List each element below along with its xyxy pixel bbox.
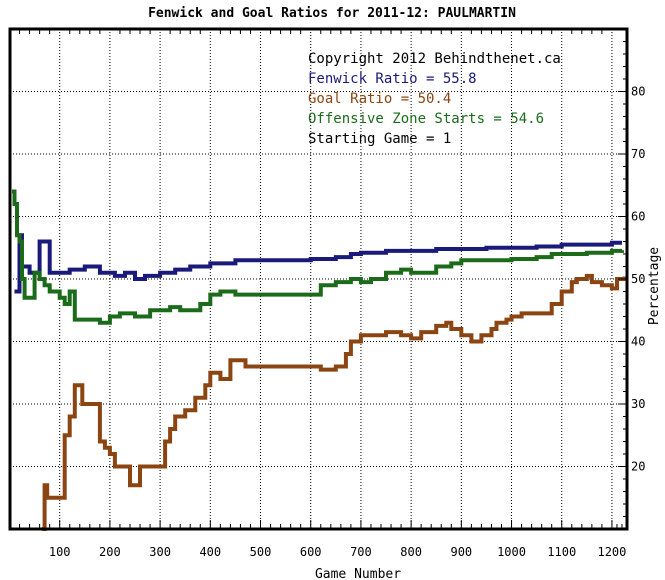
y-tick-label: 40 <box>631 335 645 349</box>
legend-entry: Fenwick Ratio = 55.8 <box>308 71 477 87</box>
x-tick-label: 700 <box>350 545 372 559</box>
x-tick-label: 600 <box>300 545 322 559</box>
x-axis-label: Game Number <box>315 567 401 580</box>
x-tick-label: 200 <box>99 545 121 559</box>
ticks-layer: 100 200 300 400 500 600 700 800 900 1000 1100 1200 2… <box>19 29 645 559</box>
x-tick-label: 800 <box>400 545 422 559</box>
y-axis-label: Percentage <box>647 247 662 325</box>
series-line-2 <box>42 273 627 531</box>
series-line-1 <box>14 233 622 294</box>
legend-entry: Starting Game = 1 <box>308 131 451 147</box>
x-tick-label: 900 <box>450 545 472 559</box>
legend-entry: Offensive Zone Starts = 54.6 <box>308 111 544 127</box>
y-tick-label: 80 <box>631 85 645 99</box>
y-tick-label: 30 <box>631 397 645 411</box>
x-tick-label: 300 <box>149 545 171 559</box>
x-tick-label: 1100 <box>547 545 576 559</box>
x-tick-label: 400 <box>199 545 221 559</box>
series-layer <box>12 189 627 531</box>
x-tick-label: 1200 <box>597 545 626 559</box>
x-tick-label: 1000 <box>497 545 526 559</box>
x-tick-label: 100 <box>49 545 71 559</box>
chart-title: Fenwick and Goal Ratios for 2011-12: PAU… <box>148 6 516 21</box>
y-tick-label: 50 <box>631 272 645 286</box>
x-tick-label: 500 <box>250 545 272 559</box>
legend-entry: Copyright 2012 Behindthenet.ca <box>308 51 561 67</box>
series-line-3 <box>12 189 624 325</box>
y-tick-label: 60 <box>631 210 645 224</box>
legend: Copyright 2012 Behindthenet.ca Fenwick Ra… <box>308 51 561 147</box>
y-tick-label: 20 <box>631 460 645 474</box>
y-tick-label: 70 <box>631 147 645 161</box>
legend-entry: Goal Ratio = 50.4 <box>308 91 451 107</box>
